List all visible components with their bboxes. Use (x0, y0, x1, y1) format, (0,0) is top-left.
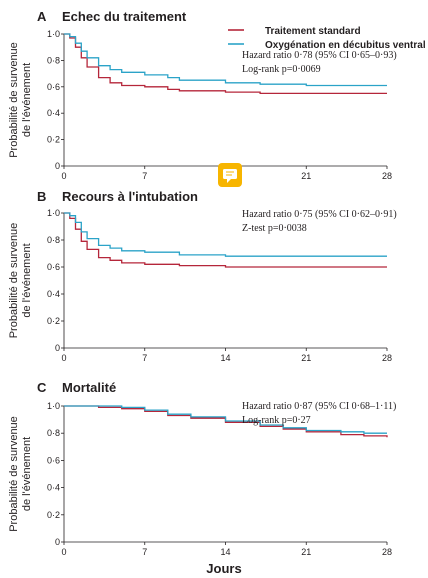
panel-a-curve-prone (64, 33, 387, 87)
panel-c-y-tick-label: 0·8 (47, 428, 60, 438)
panel-b-y-tick-label: 1·0 (47, 208, 60, 218)
panel-b-curve-standard (64, 212, 387, 268)
panel-a: A Echec du traitement 0 0·2 0·4 0·6 0·8 1·0 0 7… (8, 9, 397, 181)
panel-a-y-tick-label: 0·8 (47, 55, 60, 65)
panel-b-y-axis-label: Probabilité de survenue (8, 223, 20, 339)
chat-bubble-icon[interactable] (218, 163, 242, 187)
panel-b-p-value: Z-test p=0·0038 (242, 223, 307, 234)
panel-a-x-tick-label: 7 (142, 171, 147, 181)
legend-label-prone: Oxygénation en décubitus ventral (265, 40, 426, 51)
panel-b-letter: B (37, 189, 46, 204)
panel-c-plot: 0 0·2 0·4 0·6 0·8 1·0 0 7 14 21 28 Probabilité de s… (8, 401, 392, 557)
panel-a-x-tick-label: 28 (382, 171, 392, 181)
panel-c-y-axis-label: Probabilité de survenue (8, 416, 20, 532)
x-axis-label: Jours (206, 561, 241, 576)
panel-a-y-tick-label: 0·2 (47, 135, 60, 145)
panel-b-y-tick-label: 0 (55, 343, 60, 353)
panel-c-x-tick-label: 21 (301, 547, 311, 557)
panel-c: C Mortalité 0 0·2 0·4 0·6 0·8 1·0 0 7 14 21 28 Prob… (8, 380, 396, 557)
panel-c-y-tick-label: 0·2 (47, 510, 60, 520)
panel-b-y-tick-label: 0·2 (47, 316, 60, 326)
panel-b-x-tick-label: 21 (301, 353, 311, 363)
panel-a-title: Echec du traitement (62, 9, 187, 24)
panel-a-curve-standard (64, 33, 387, 95)
panel-a-y-tick-label: 1·0 (47, 29, 60, 39)
panel-a-hazard-ratio: Hazard ratio 0·78 (95% CI 0·65–0·93) (242, 50, 397, 61)
panel-c-x-tick-label: 28 (382, 547, 392, 557)
panel-a-y-axis-label: de l'événement (21, 63, 33, 137)
panel-a-x-tick-label: 0 (61, 171, 66, 181)
panel-b-plot: 0 0·2 0·4 0·6 0·8 1·0 0 7 14 21 28 Probabilité de s… (8, 208, 392, 363)
panel-a-letter: A (37, 9, 47, 24)
panel-b-x-tick-label: 0 (61, 353, 66, 363)
panel-c-curve-standard (64, 405, 388, 438)
panel-c-y-tick-label: 1·0 (47, 401, 60, 411)
panel-b-x-tick-label: 7 (142, 353, 147, 363)
panel-c-letter: C (37, 380, 47, 395)
panel-c-y-tick-label: 0·4 (47, 483, 60, 493)
panel-a-p-value: Log-rank p=0·0069 (242, 64, 321, 75)
panel-c-y-tick-label: 0 (55, 537, 60, 547)
panel-a-y-tick-label: 0 (55, 161, 60, 171)
panel-c-x-tick-label: 0 (61, 547, 66, 557)
panel-c-hazard-ratio: Hazard ratio 0·87 (95% CI 0·68–1·11) (242, 401, 396, 412)
panel-c-x-tick-label: 14 (220, 547, 230, 557)
panel-b: B Recours à l'intubation 0 0·2 0·4 0·6 0·8 1·… (8, 189, 397, 363)
panel-a-x-tick-label: 21 (301, 171, 311, 181)
panel-b-y-tick-label: 0·6 (47, 262, 60, 272)
panel-c-p-value: Log-rank p=0·27 (242, 415, 311, 426)
panel-b-x-tick-label: 14 (220, 353, 230, 363)
panel-b-y-tick-label: 0·8 (47, 235, 60, 245)
legend-label-standard: Traitement standard (265, 26, 361, 37)
legend: Traitement standard Oxygénation en décub… (228, 26, 426, 51)
panel-c-x-tick-label: 7 (142, 547, 147, 557)
panel-b-y-axis-label: de l'événement (21, 243, 33, 317)
panel-a-y-axis-label: Probabilité de survenue (8, 42, 20, 158)
panel-b-hazard-ratio: Hazard ratio 0·75 (95% CI 0·62–0·91) (242, 209, 397, 220)
panel-c-title: Mortalité (62, 380, 116, 395)
panel-a-y-tick-label: 0·6 (47, 82, 60, 92)
panel-b-curve-prone (64, 212, 387, 257)
panel-c-curve-prone (64, 405, 387, 434)
panel-c-y-tick-label: 0·6 (47, 455, 60, 465)
panel-c-y-axis-label: de l'événement (21, 437, 33, 511)
panel-b-title: Recours à l'intubation (62, 189, 198, 204)
panel-a-y-tick-label: 0·4 (47, 108, 60, 118)
panel-b-x-tick-label: 28 (382, 353, 392, 363)
panel-b-y-tick-label: 0·4 (47, 289, 60, 299)
